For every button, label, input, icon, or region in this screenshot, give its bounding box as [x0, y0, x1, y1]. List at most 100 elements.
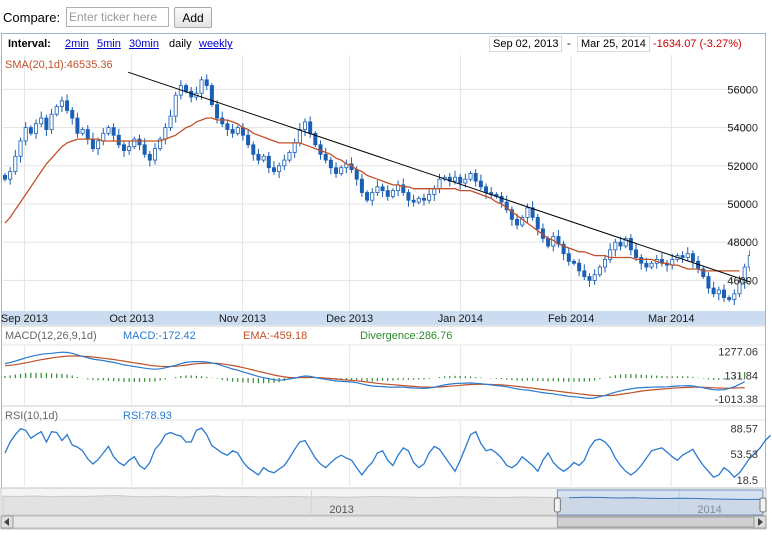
rsi-tick-label: 88.57	[730, 423, 758, 435]
candle	[452, 176, 457, 182]
candle	[163, 127, 168, 140]
rsi-tick-label: 53.53	[730, 449, 758, 461]
candle	[28, 127, 33, 134]
candle	[339, 167, 344, 174]
candle	[390, 190, 395, 197]
candle	[3, 174, 8, 180]
candle	[59, 100, 64, 107]
candle	[680, 255, 685, 258]
candle	[173, 94, 178, 117]
navigator-handle	[759, 497, 767, 513]
candle	[323, 153, 328, 161]
candle	[246, 134, 251, 146]
candle	[458, 176, 463, 184]
macd-tick-label: 131.84	[724, 370, 758, 382]
interval-label: Interval:	[8, 38, 51, 50]
candle	[44, 117, 49, 130]
candle	[732, 293, 737, 300]
interval-5min-link[interactable]: 5min	[97, 38, 121, 50]
y-tick-label: 48000	[727, 237, 758, 249]
candle	[365, 192, 370, 201]
candle	[416, 197, 421, 203]
candle	[23, 127, 28, 142]
interval-30min-link[interactable]: 30min	[129, 38, 159, 50]
candle	[535, 216, 540, 230]
candle	[401, 184, 406, 193]
candle	[199, 79, 204, 94]
candle	[251, 144, 256, 155]
candle	[354, 169, 359, 180]
candle	[308, 121, 313, 134]
candle	[116, 134, 121, 146]
candle	[515, 218, 520, 226]
candle	[271, 167, 276, 172]
y-tick-label: 56000	[727, 84, 758, 96]
price-right-gutter	[750, 55, 760, 311]
candle	[18, 140, 23, 157]
candle	[261, 155, 266, 161]
candle	[230, 129, 235, 134]
candle	[184, 85, 189, 92]
candle	[65, 100, 70, 111]
candle	[90, 138, 95, 150]
candle	[597, 266, 602, 276]
interval-weekly-link[interactable]: weekly	[199, 38, 233, 50]
candle	[209, 85, 214, 106]
candle	[292, 142, 297, 153]
interval-daily-link[interactable]: daily	[169, 38, 192, 50]
interval-2min-link[interactable]: 2min	[65, 38, 89, 50]
start-date[interactable]: Sep 02, 2013	[489, 36, 563, 52]
rsi-params-label: RSI(10,1d)	[5, 410, 59, 422]
candle	[70, 110, 75, 119]
candle	[613, 241, 618, 251]
candle	[111, 127, 116, 136]
candle	[8, 171, 13, 180]
y-tick-label: 54000	[727, 123, 758, 135]
rsi-value-label: RSI:78.93	[123, 410, 172, 422]
ema-value-label: EMA:-459.18	[243, 330, 308, 342]
candle	[328, 159, 333, 169]
end-date[interactable]: Mar 25, 2014	[577, 36, 650, 52]
y-tick-label: 52000	[727, 161, 758, 173]
macd-params-label: MACD(12,26,9,1d)	[5, 330, 97, 342]
candle	[737, 281, 742, 295]
x-tick-label: Feb 2014	[548, 313, 594, 325]
candle	[587, 276, 592, 281]
x-tick-label: Sep 2013	[1, 313, 48, 325]
candle	[421, 197, 426, 201]
candle	[701, 268, 706, 278]
candle	[437, 178, 442, 190]
candle	[478, 180, 483, 188]
candle	[147, 153, 152, 161]
candle	[380, 186, 385, 192]
candle	[370, 192, 375, 201]
ticker-input[interactable]	[66, 7, 169, 27]
interval-toolbar: Interval: 2min 5min 30min daily weekly S…	[2, 34, 765, 54]
candle	[411, 199, 416, 203]
navigator-year-label: 2013	[329, 504, 353, 516]
candle	[525, 207, 530, 218]
candle	[706, 276, 711, 289]
add-button[interactable]: Add	[174, 7, 212, 28]
navigator-year-label: 2014	[697, 504, 721, 516]
candle	[127, 146, 132, 151]
candle	[266, 155, 271, 169]
trendline	[127, 71, 758, 285]
candle	[256, 153, 261, 161]
candle	[54, 106, 59, 115]
candle	[158, 138, 163, 150]
candle	[406, 192, 411, 201]
candle	[623, 238, 628, 247]
candle	[634, 249, 639, 258]
candle	[235, 127, 240, 134]
candle	[75, 117, 80, 134]
x-tick-label: Jan 2014	[438, 313, 483, 325]
candle	[432, 188, 437, 195]
candle	[121, 144, 126, 151]
candle	[359, 178, 364, 193]
candle	[742, 266, 747, 283]
price-change: -1634.07 (-3.27%)	[653, 38, 742, 50]
candle	[375, 186, 380, 193]
candle	[566, 253, 571, 262]
